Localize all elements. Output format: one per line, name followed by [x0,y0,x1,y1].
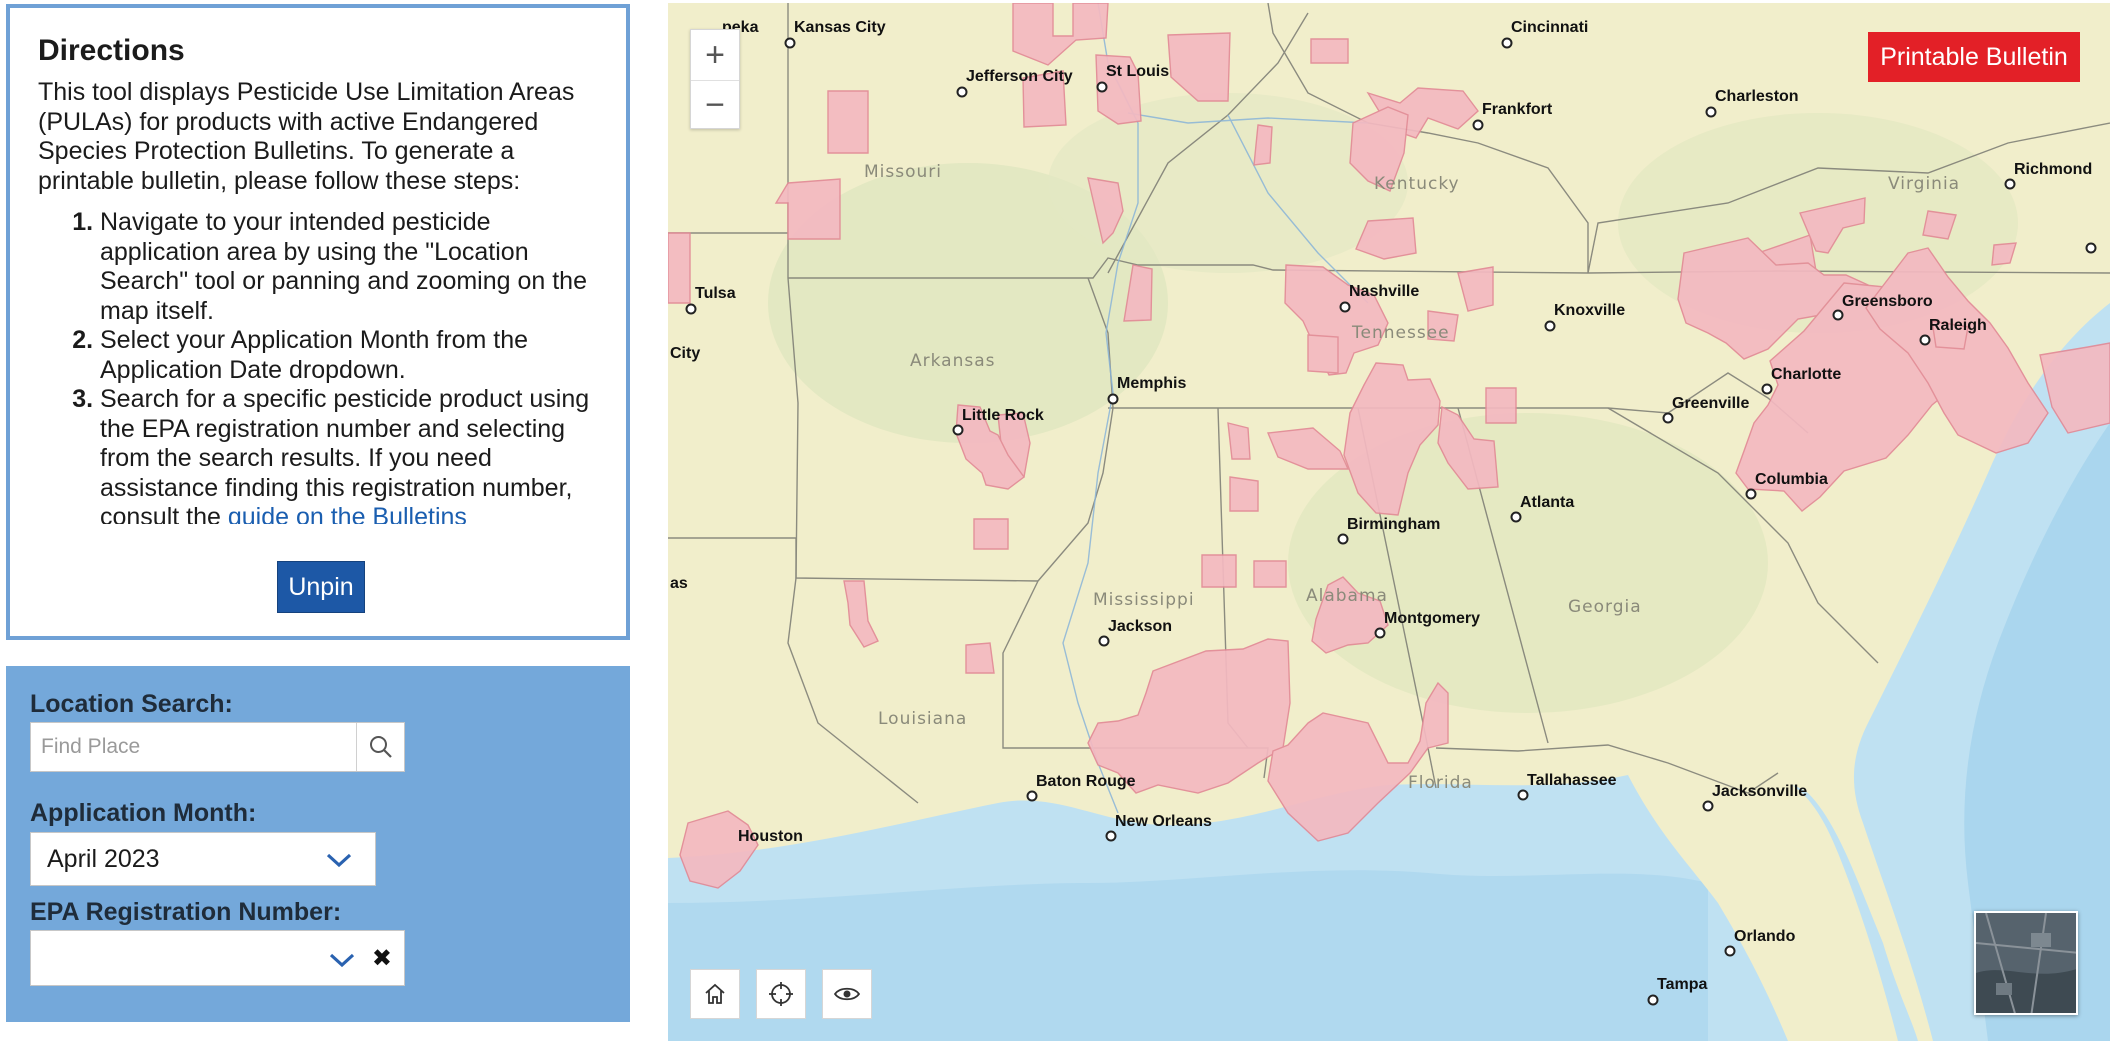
clear-icon[interactable]: ✖ [371,945,392,972]
city-label: Atlanta [1520,494,1575,511]
state-label: Mississippi [1093,590,1195,610]
city-label: St Louis [1106,63,1170,80]
city-label: City [670,345,701,362]
directions-intro: This tool displays Pesticide Use Limitat… [38,78,575,195]
city-label: Frankfort [1482,101,1553,118]
location-search [30,722,405,772]
city-label: Tulsa [695,285,736,302]
city-label: Little Rock [962,407,1044,424]
city-label: Charleston [1715,88,1799,105]
city-label: Orlando [1734,928,1796,945]
city-label: Greensboro [1842,293,1933,310]
city-label: Tampa [1657,976,1708,993]
city-label: Jackson [1108,618,1173,635]
step-3: Search for a specific pesticide product … [100,385,598,524]
zoom-out-button[interactable]: − [691,80,739,130]
city-label: Tallahassee [1527,772,1617,789]
city-label: New Orleans [1115,813,1212,830]
chevron-down-icon [326,853,352,868]
state-label: Tennessee [1352,323,1450,343]
directions-title: Directions [38,34,185,67]
city-label: as [670,575,688,592]
map-view[interactable]: Missouri Kentucky Virginia Arkansas Tenn… [668,3,2110,1041]
step-1: Navigate to your intended pesticide appl… [100,208,598,326]
search-icon [369,736,392,758]
state-label: Georgia [1568,597,1642,617]
city-label: Jacksonville [1712,783,1808,800]
city-label: Birmingham [1347,516,1441,533]
state-label: Kentucky [1374,174,1460,194]
city-label: Memphis [1117,375,1187,392]
search-panel: Location Search: Application Month: Apri… [6,666,630,1022]
city-label: Montgomery [1384,610,1480,627]
city-label: Kansas City [794,19,886,36]
city-label: Cincinnati [1511,19,1589,36]
step-3-text: Search for a specific pesticide product … [100,385,590,524]
city-label: Richmond [2014,161,2093,178]
application-month-select[interactable]: April 2023 [30,832,376,886]
pula-areas [668,3,2110,889]
state-label: Louisiana [878,709,968,729]
state-label: Virginia [1888,174,1961,194]
city-label: Knoxville [1554,302,1626,319]
directions-panel: Directions This tool displays Pesticide … [6,4,630,640]
home-icon [705,983,725,1004]
zoom-in-button[interactable]: + [705,35,725,74]
visibility-button[interactable] [822,969,872,1019]
directions-body[interactable]: This tool displays Pesticide Use Limitat… [38,78,598,524]
zoom-control: + − [690,29,740,129]
eye-icon [833,987,861,1001]
unpin-button[interactable]: Unpin [277,561,365,613]
location-search-label: Location Search: [30,690,233,718]
chevron-down-icon[interactable] [328,951,356,969]
satellite-thumbnail-icon [1976,913,2076,1013]
state-label: Arkansas [910,351,996,371]
basemap-toggle[interactable] [1974,911,2078,1015]
directions-steps: Navigate to your intended pesticide appl… [38,208,598,524]
epa-registration-label: EPA Registration Number: [30,898,342,926]
state-label: Missouri [864,162,942,182]
location-search-input[interactable] [31,723,356,771]
city-label: Jefferson City [966,68,1073,85]
city-label: Baton Rouge [1036,773,1136,790]
search-button[interactable] [356,723,404,771]
city-label: Greenville [1672,395,1750,412]
bulletins-guide-link[interactable]: guide on the Bulletins [227,503,467,524]
city-label: Charlotte [1771,366,1842,383]
application-month-label: Application Month: [30,799,257,827]
step-2: Select your Application Month from the A… [100,326,598,385]
city-label: Columbia [1755,471,1828,488]
state-label: Alabama [1306,586,1388,606]
locate-button[interactable] [756,969,806,1019]
city-markers [685,37,2097,1006]
map-basemap [668,3,2110,1041]
home-button[interactable] [690,969,740,1019]
state-label: Florida [1408,773,1473,793]
locate-icon [769,982,793,1006]
application-month-value: April 2023 [47,844,160,873]
printable-bulletin-button[interactable]: Printable Bulletin [1868,32,2080,82]
epa-registration-input[interactable]: ✖ [30,930,405,986]
city-label: Houston [738,828,803,845]
city-label: Raleigh [1929,317,1987,334]
city-label: Nashville [1349,283,1420,300]
